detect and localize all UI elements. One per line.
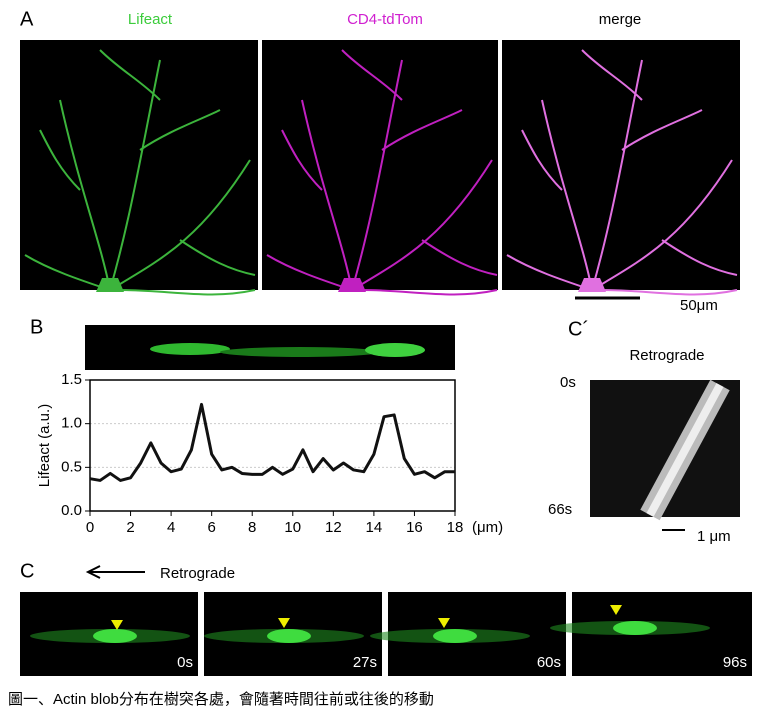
channel-label: merge (599, 11, 642, 28)
y-tick-label: 1.5 (61, 371, 82, 388)
image (20, 40, 258, 296)
scale-label: 50μm (680, 297, 718, 314)
direction-label: Retrograde (160, 565, 235, 582)
x-axis-title: (μm) (472, 519, 503, 536)
y-axis-title: Lifeact (a.u.) (36, 404, 53, 487)
y-tick-label: 0.5 (61, 458, 82, 475)
x-tick-label: 2 (126, 519, 134, 536)
x-tick-label: 8 (248, 519, 256, 536)
image (204, 592, 382, 676)
panel-title: Retrograde (629, 347, 704, 364)
x-tick-label: 4 (167, 519, 175, 536)
channel-label: Lifeact (128, 11, 173, 28)
x-tick-label: 12 (325, 519, 342, 536)
image (370, 592, 566, 676)
x-tick-label: 14 (366, 519, 383, 536)
time-label: 96s (723, 654, 747, 671)
panel-label: C (20, 560, 34, 582)
image (502, 40, 740, 296)
panel-label: C´ (568, 318, 589, 340)
image (262, 40, 498, 296)
time-label: 60s (537, 654, 561, 671)
panel-label: A (20, 8, 34, 30)
x-tick-label: 6 (207, 519, 215, 536)
y-tick-label: 1.0 (61, 415, 82, 432)
x-tick-label: 10 (284, 519, 301, 536)
panel-label: B (30, 316, 43, 338)
y-tick-label: 0.0 (61, 502, 82, 519)
plot-frame (89, 379, 456, 512)
data-line (89, 402, 455, 482)
time-label: 27s (353, 654, 377, 671)
x-tick-label: 0 (86, 519, 94, 536)
x-tick-label: 16 (406, 519, 423, 536)
time-label: 0s (560, 374, 576, 391)
caption: 圖一、Actin blob分布在樹突各處，會隨著時間往前或往後的移動 (8, 691, 434, 708)
image (85, 325, 455, 370)
channel-label: CD4-tdTom (347, 11, 423, 28)
scale-label: 1 μm (697, 528, 731, 545)
image (20, 592, 198, 676)
image (590, 379, 740, 521)
time-label: 66s (548, 501, 572, 518)
x-tick-label: 18 (447, 519, 464, 536)
image (550, 592, 752, 676)
time-label: 0s (177, 654, 193, 671)
arrow (85, 565, 145, 579)
